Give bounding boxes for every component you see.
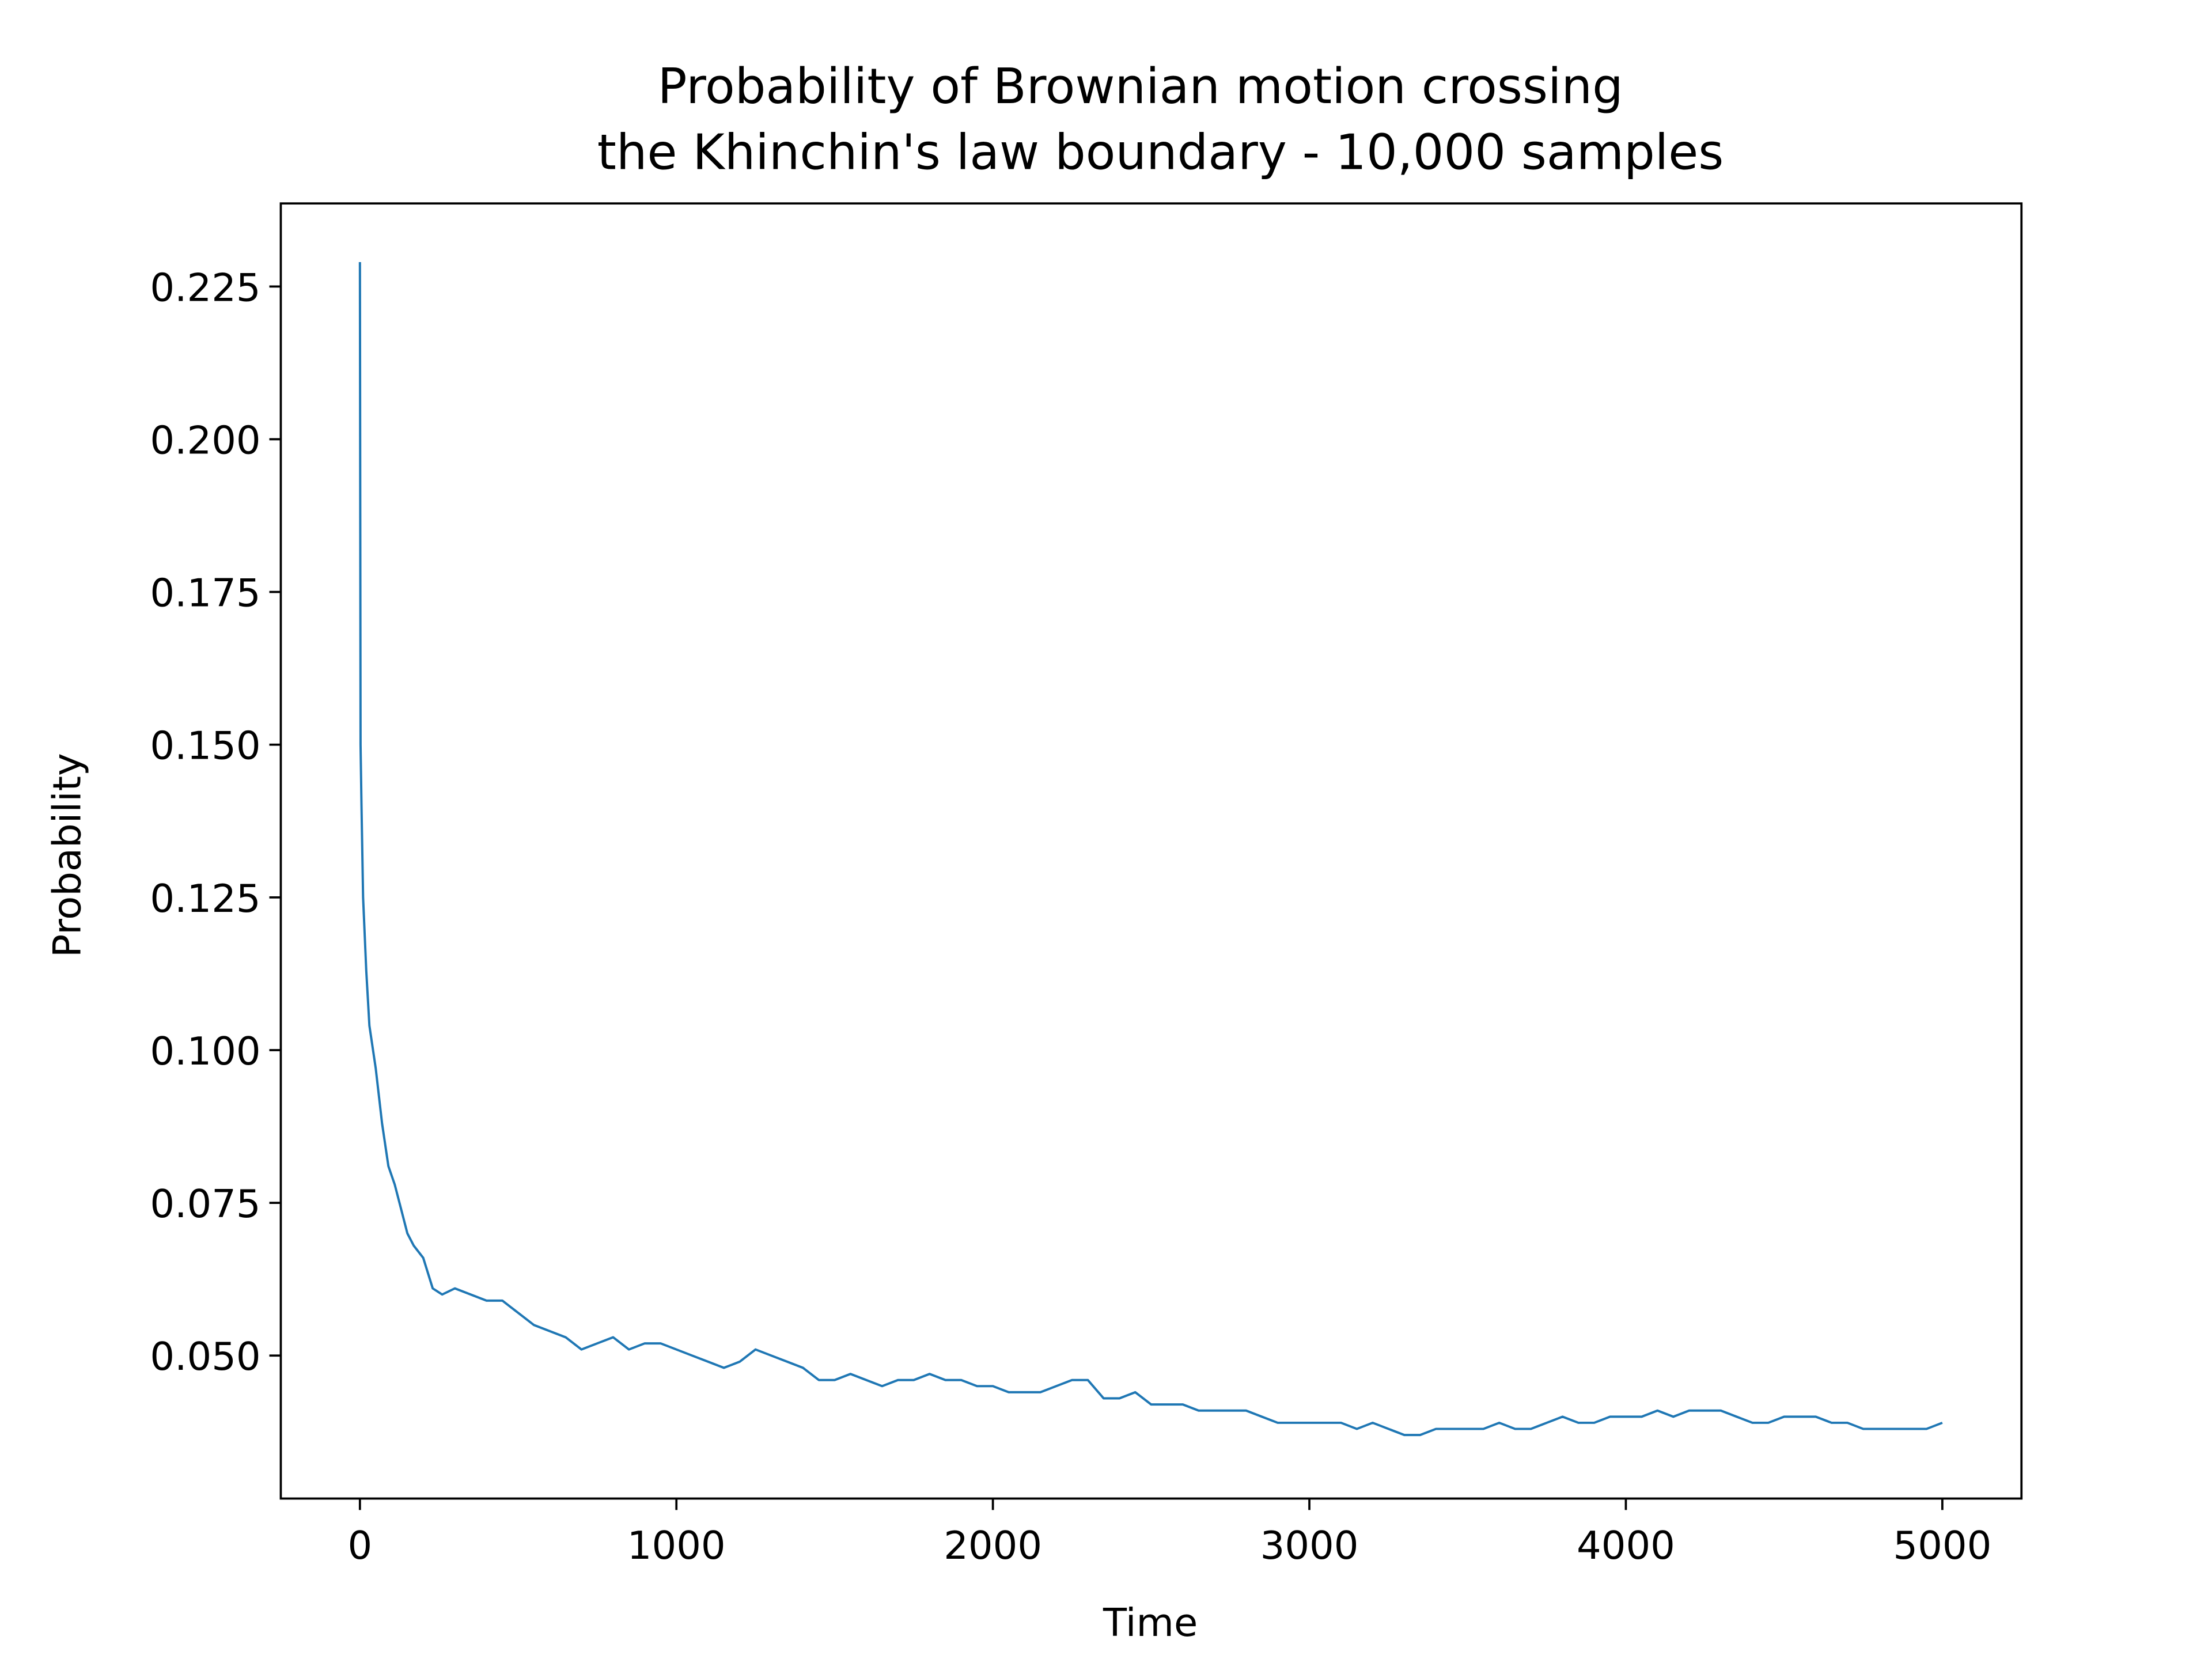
y-tick-label: 0.225 [150,265,260,310]
y-tick-label: 0.125 [150,876,260,921]
x-tick-label: 5000 [1893,1523,1991,1568]
y-tick-label: 0.150 [150,724,260,768]
x-tick-label: 1000 [627,1523,726,1568]
x-axis-label: Time [1103,1600,1198,1645]
y-tick-label: 0.075 [150,1181,260,1226]
y-tick-label: 0.200 [150,418,260,463]
y-axis-label: Probability [44,753,89,957]
x-tick-label: 4000 [1577,1523,1675,1568]
x-tick-label: 2000 [944,1523,1042,1568]
chart-title: Probability of Brownian motion crossing [658,58,1623,115]
y-tick-label: 0.050 [150,1334,260,1379]
x-tick-label: 3000 [1260,1523,1359,1568]
x-tick-label: 0 [347,1523,372,1568]
plot-frame [279,202,2023,1500]
chart-title: the Khinchin's law boundary - 10,000 sam… [597,124,1724,180]
y-tick-label: 0.175 [150,571,260,616]
data-line [358,262,1943,1437]
y-tick-label: 0.100 [150,1029,260,1074]
